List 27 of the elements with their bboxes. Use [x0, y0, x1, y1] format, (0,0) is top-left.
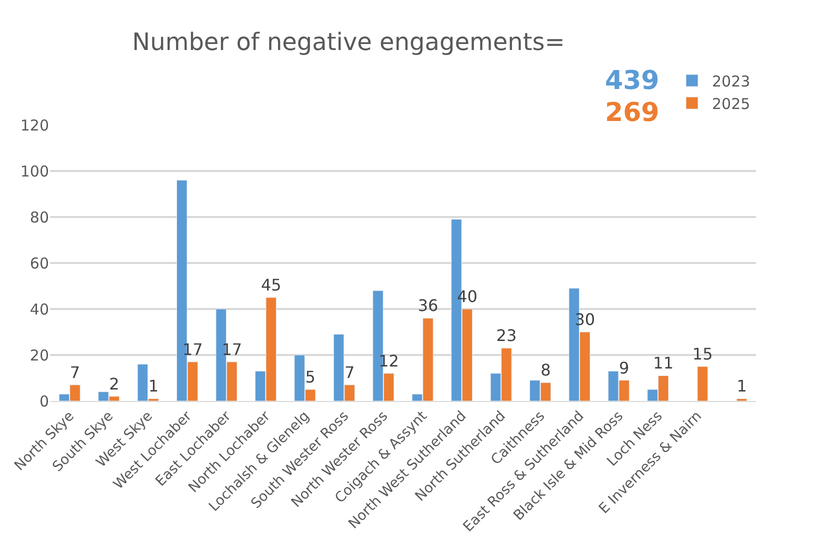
data-label: 2 [109, 374, 120, 394]
data-label: 7 [344, 362, 355, 382]
data-label: 8 [540, 360, 551, 380]
data-label: 15 [692, 344, 713, 364]
legend-label: 2025 [712, 94, 750, 113]
y-tick-label: 0 [39, 392, 49, 410]
data-label: 5 [305, 368, 316, 386]
y-tick-label: 80 [30, 208, 49, 226]
y-tick-label: 120 [20, 116, 49, 134]
data-label: 1 [736, 376, 747, 396]
y-tick-label: 40 [30, 300, 49, 318]
legend-label: 2023 [712, 72, 750, 90]
bar [697, 366, 708, 401]
data-label: 9 [619, 358, 630, 378]
bar [736, 398, 748, 401]
data-label: 36 [418, 296, 438, 316]
y-tick-label: 20 [30, 346, 49, 364]
data-label: 23 [496, 326, 517, 346]
data-label: 7 [70, 362, 80, 382]
y-tick-label: 100 [20, 162, 49, 180]
chart-title: Number of negative engagements= [132, 28, 565, 56]
annotation: 269 [605, 98, 660, 128]
data-label: 1 [148, 376, 159, 396]
text: 439 [605, 66, 660, 96]
y-tick-label: 60 [30, 254, 49, 272]
data-label: 11 [653, 354, 674, 373]
data-label: 45 [260, 276, 282, 294]
